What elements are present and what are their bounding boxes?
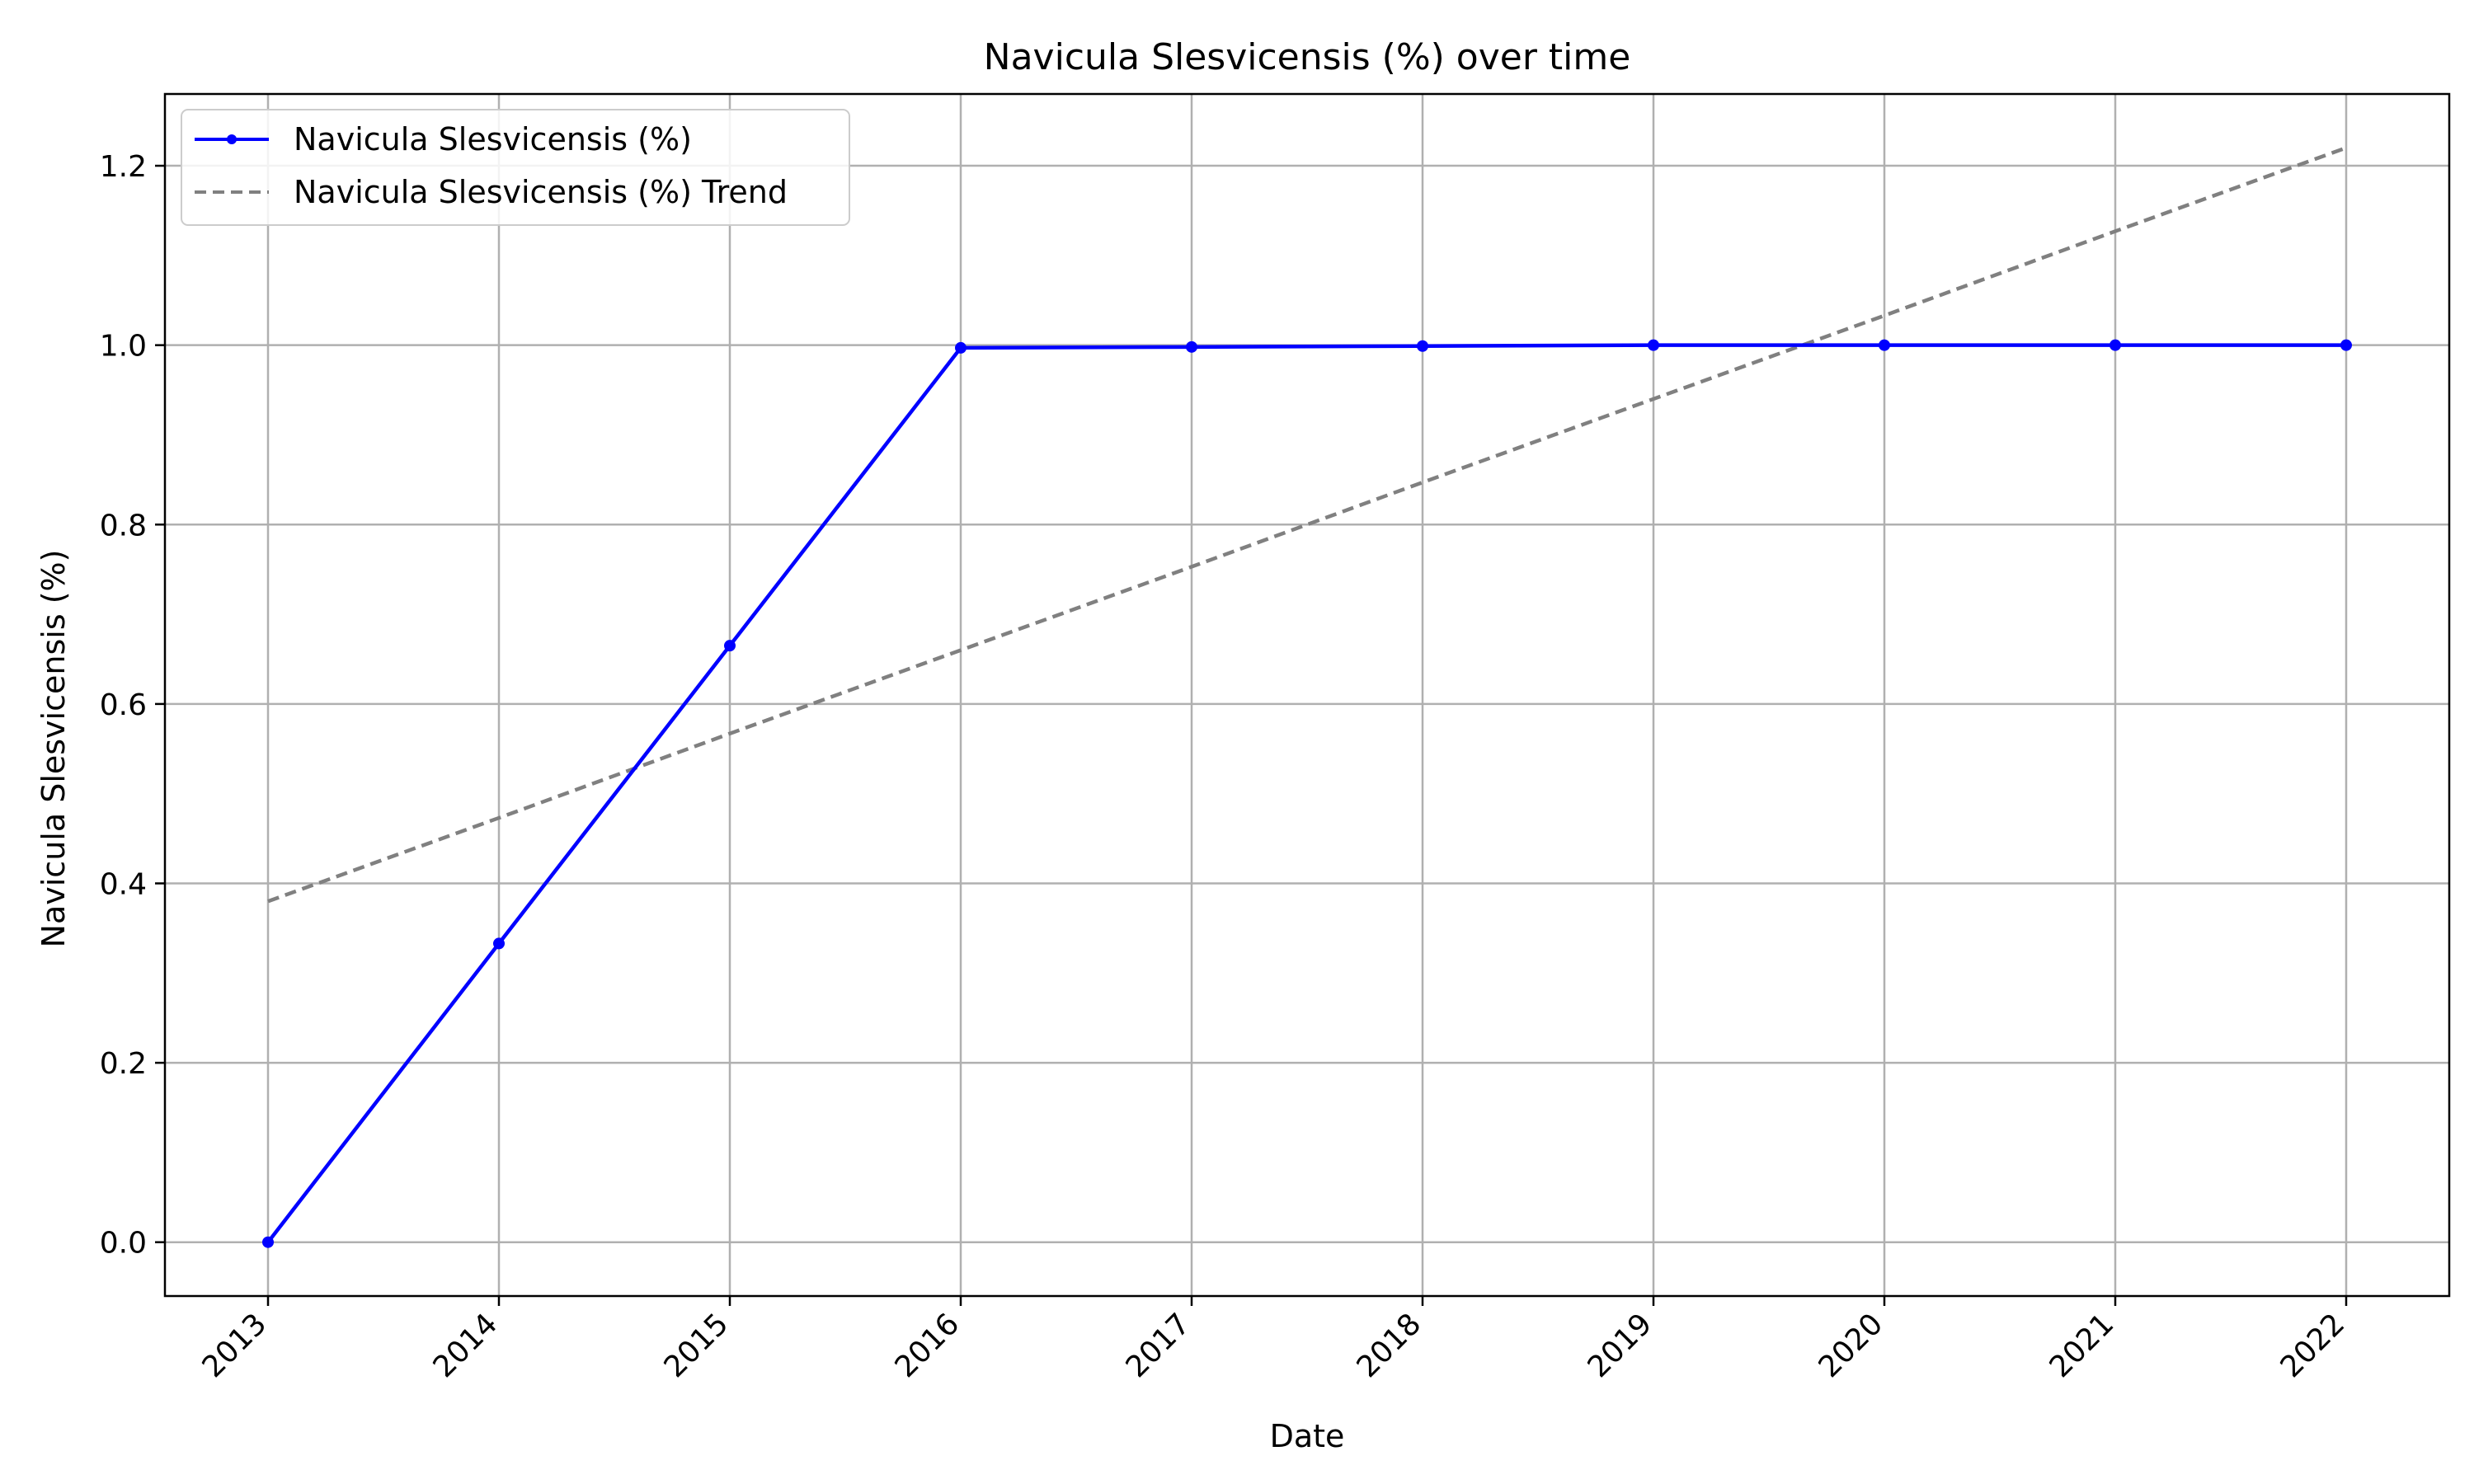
data-point <box>1186 340 1197 353</box>
legend-label-trend: Navicula Slesvicensis (%) Trend <box>294 174 788 210</box>
data-point <box>2340 339 2352 351</box>
y-tick-label: 0.8 <box>100 509 147 542</box>
grid-lines <box>165 94 2449 1296</box>
y-axis-label: Navicula Slesvicensis (%) <box>35 550 72 948</box>
chart-title: Navicula Slesvicensis (%) over time <box>984 36 1631 78</box>
data-point <box>262 1236 274 1248</box>
y-tick-label: 0.0 <box>100 1227 147 1261</box>
plot-frame <box>163 92 2451 1298</box>
legend: Navicula Slesvicensis (%) Navicula Slesv… <box>181 109 850 226</box>
y-tick-label: 0.2 <box>100 1047 147 1081</box>
data-point <box>493 937 505 950</box>
data-point <box>1417 340 1428 352</box>
y-tick-label: 0.4 <box>100 867 147 901</box>
series-line-trend <box>267 146 2347 904</box>
series-line-navicula <box>266 343 2346 1244</box>
legend-label-series: Navicula Slesvicensis (%) <box>294 121 692 157</box>
plot-area <box>262 146 2352 1248</box>
data-point <box>2109 339 2121 351</box>
legend-swatch-series-marker <box>227 134 237 144</box>
data-point <box>1648 339 1659 351</box>
data-point <box>724 640 736 652</box>
x-axis-label: Date <box>1270 1418 1345 1454</box>
y-tick-label: 1.2 <box>100 150 147 184</box>
y-tick-label: 0.6 <box>100 688 147 722</box>
legend-box <box>181 109 850 226</box>
y-tick-label: 1.0 <box>100 330 147 364</box>
data-point <box>1879 339 1890 351</box>
data-point <box>955 341 967 354</box>
